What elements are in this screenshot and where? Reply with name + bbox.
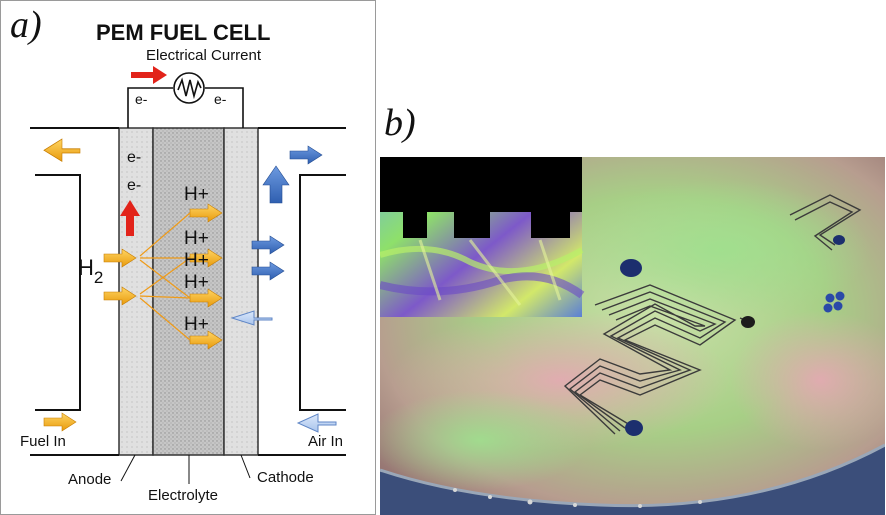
simulation-inset [380,157,585,317]
panel-b-label: b) [384,102,416,144]
via-hole [620,259,642,277]
hydrogen-arrows [43,138,137,432]
electron-label-anode: e- [127,177,141,194]
electron-label-circuit-right: e- [214,91,227,107]
via-hole [625,420,643,436]
proton-label: H+ [184,228,209,249]
hydrogen-label: H2 [78,255,103,287]
external-circuit [127,72,244,128]
proton-label: H+ [184,272,209,293]
electron-arrow [120,200,140,236]
proton-label: H+ [184,314,209,335]
electron-label-anode-top: e- [127,149,141,166]
diagram-subtitle: Electrical Current [146,47,262,64]
channel-walls [30,127,346,456]
cathode-layer [223,127,259,456]
electrolyte-label: Electrolyte [148,487,218,504]
via-hole [741,316,755,328]
panel-a-label: a) [10,4,42,46]
proton-label: H+ [184,250,209,271]
cathode-label: Cathode [257,469,314,486]
fuel-in-label: Fuel In [20,433,66,450]
air-arrows [251,145,323,281]
air-inlet-arrows [230,310,337,433]
air-in-label: Air In [308,433,343,450]
anode-label: Anode [68,471,111,488]
electron-label-circuit-left: e- [135,91,148,107]
pointer-lines [120,454,251,484]
current-arrow [131,66,167,84]
edge-marks [453,488,702,508]
serpentine-pattern [563,194,862,435]
proton-paths [139,212,191,341]
diagram-title: PEM FUEL CELL [96,20,270,45]
via-hole-cluster [823,291,845,313]
proton-label: H+ [184,184,209,205]
via-hole [833,235,845,245]
